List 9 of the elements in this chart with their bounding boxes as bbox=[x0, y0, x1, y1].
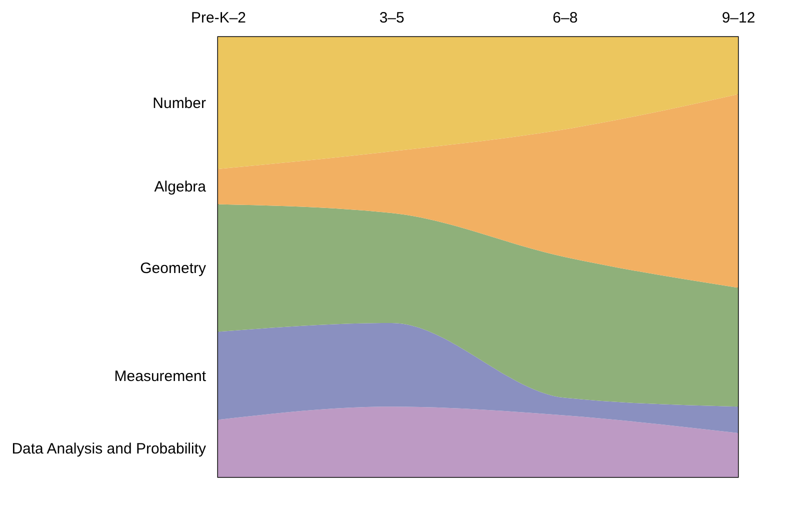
series-label: Number bbox=[152, 95, 206, 112]
x-tick-label: 3–5 bbox=[379, 10, 404, 26]
series-label: Algebra bbox=[154, 178, 207, 196]
series-label: Geometry bbox=[140, 260, 206, 277]
x-tick-label: Pre-K–2 bbox=[190, 10, 246, 26]
series-label: Data Analysis and Probability bbox=[12, 440, 206, 458]
x-tick-label: 6–8 bbox=[552, 10, 578, 26]
series-label: Measurement bbox=[114, 368, 207, 385]
x-tick-label: 9–12 bbox=[722, 10, 756, 26]
